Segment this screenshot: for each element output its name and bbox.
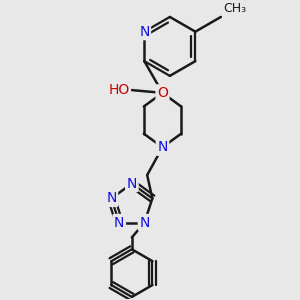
Text: N: N [127,177,137,190]
Text: N: N [139,25,149,39]
Text: O: O [157,86,168,100]
Text: N: N [139,215,150,230]
Text: CH₃: CH₃ [223,2,246,16]
Text: N: N [106,191,117,206]
Text: N: N [157,140,168,154]
Text: HO: HO [108,83,130,97]
Text: N: N [114,215,124,230]
